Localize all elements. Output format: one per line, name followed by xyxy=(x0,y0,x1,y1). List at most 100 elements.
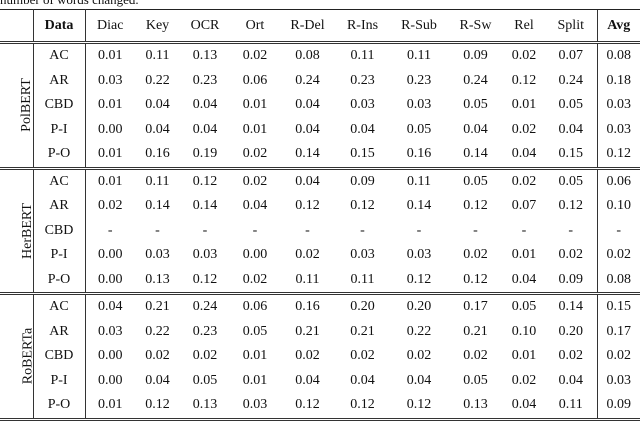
value-cell: 0.01 xyxy=(242,372,268,388)
dataset-label: P-O xyxy=(33,393,86,419)
value-cell: 0.03 xyxy=(98,72,123,88)
value-cell: 0.07 xyxy=(511,198,537,214)
data-row: P-O 0.01 0.16 0.19 0.02 0.14 0.15 0.16 0.14 0.04 0… xyxy=(0,142,640,168)
column-header: Key xyxy=(135,9,180,43)
data-row: P-O 0.00 0.13 0.12 0.02 0.11 0.11 0.12 0.12 0.04 0… xyxy=(0,267,640,294)
dataset-label: CBD xyxy=(33,218,86,243)
value-cell: 0.01 xyxy=(98,97,123,113)
model-group: RoBERTa AC 0.04 0.21 0.24 0.06 0.16 0.20 0.20 0.1… xyxy=(0,292,640,419)
dataset-label: CBD xyxy=(33,93,86,118)
value-cell: - xyxy=(202,222,208,238)
data-row: P-I 0.00 0.03 0.03 0.00 0.02 0.03 0.03 0.02 0.01 0… xyxy=(0,243,640,268)
value-cell: 0.04 xyxy=(192,97,218,113)
value-cell: 0.11 xyxy=(390,166,448,194)
data-row: P-I 0.00 0.04 0.05 0.01 0.04 0.04 0.04 0.05 0.02 0… xyxy=(0,368,640,393)
value-cell: 0.02 xyxy=(511,372,537,388)
value-cell: 0.11 xyxy=(295,271,320,287)
value-cell: 0.12 xyxy=(145,397,170,413)
value-cell: 0.04 xyxy=(558,372,584,388)
value-cell: 0.02 xyxy=(295,348,320,364)
value-cell: 0.00 xyxy=(98,348,123,364)
value-cell: 0.12 xyxy=(295,198,320,214)
value-cell: 0.21 xyxy=(463,323,488,339)
column-header: Data xyxy=(33,9,86,43)
value-cell: 0.09 xyxy=(558,271,584,287)
column-header: R-Ins xyxy=(335,9,390,43)
value-cell: - xyxy=(416,222,422,238)
value-cell: - xyxy=(596,218,640,243)
value-cell: 0.12 xyxy=(406,271,432,287)
column-header: Ort xyxy=(230,9,280,43)
value-cell: 0.09 xyxy=(335,166,390,194)
value-cell: 0.13 xyxy=(192,397,218,413)
value-cell: 0.09 xyxy=(448,41,503,69)
value-cell: 0.04 xyxy=(242,198,268,214)
dataset-label: P-O xyxy=(33,267,86,294)
value-cell: 0.03 xyxy=(406,247,432,263)
dataset-label: P-O xyxy=(33,142,86,168)
group-label: RoBERTa xyxy=(20,327,36,385)
group-label: PolBERT xyxy=(18,78,34,133)
value-cell: 0.14 xyxy=(463,146,488,162)
value-cell: 0.04 xyxy=(511,397,537,413)
value-cell: 0.03 xyxy=(145,247,170,263)
value-cell: 0.14 xyxy=(295,146,320,162)
value-cell: 0.17 xyxy=(596,319,640,344)
dataset-label: P-I xyxy=(33,368,86,393)
value-cell: 0.02 xyxy=(242,146,268,162)
data-row: AR 0.03 0.22 0.23 0.05 0.21 0.21 0.22 0.21 0.10 0.… xyxy=(0,319,640,344)
dataset-label: P-I xyxy=(33,243,86,268)
value-cell: 0.11 xyxy=(335,41,390,69)
value-cell: 0.00 xyxy=(98,247,123,263)
value-cell: 0.00 xyxy=(242,247,268,263)
column-header: R-Sub xyxy=(390,9,448,43)
group-cell: RoBERTa xyxy=(0,292,36,419)
data-row: P-I 0.00 0.04 0.04 0.01 0.04 0.04 0.05 0.04 0.02 0… xyxy=(0,117,640,142)
column-header: Split xyxy=(545,9,597,43)
value-cell: 0.21 xyxy=(135,292,180,320)
value-cell: - xyxy=(360,222,365,238)
value-cell: 0.12 xyxy=(180,166,230,194)
data-row: AR 0.02 0.14 0.14 0.04 0.12 0.12 0.14 0.12 0.07 0.… xyxy=(0,194,640,219)
value-cell: 0.04 xyxy=(85,292,135,320)
value-cell: 0.24 xyxy=(558,72,584,88)
value-cell: 0.04 xyxy=(511,271,537,287)
column-header: Avg xyxy=(596,9,640,43)
value-cell: 0.14 xyxy=(545,292,597,320)
dataset-label: AC xyxy=(33,41,86,69)
value-cell: - xyxy=(252,222,258,238)
caption: number of words changed. xyxy=(0,0,139,8)
value-cell: 0.06 xyxy=(230,292,280,320)
value-cell: 0.01 xyxy=(242,121,268,137)
dataset-label: AR xyxy=(33,68,86,93)
value-cell: 0.02 xyxy=(192,348,218,364)
value-cell: 0.06 xyxy=(596,166,640,194)
value-cell: 0.04 xyxy=(192,121,218,137)
group-label: HerBERT xyxy=(19,202,35,259)
results-table: Data Diac Key OCR Ort R-Del R-Ins R-Sub R-Sw Rel S… xyxy=(0,9,640,421)
data-row: CBD - - - - - - - - - - - xyxy=(0,218,640,243)
value-cell: - xyxy=(305,222,310,238)
data-row: PolBERT AC 0.01 0.11 0.13 0.02 0.08 0.11 0.11 0.0… xyxy=(0,41,640,168)
value-cell: 0.24 xyxy=(180,292,230,320)
value-cell: 0.12 xyxy=(596,142,640,168)
column-header: R-Sw xyxy=(448,9,503,43)
value-cell: 0.18 xyxy=(596,68,640,93)
value-cell: 0.05 xyxy=(558,97,584,113)
data-row: P-O 0.01 0.12 0.13 0.03 0.12 0.12 0.12 0.13 0.04 0… xyxy=(0,393,640,419)
value-cell: 0.01 xyxy=(242,97,268,113)
value-cell: 0.03 xyxy=(406,97,432,113)
value-cell: 0.11 xyxy=(135,41,180,69)
value-cell: 0.12 xyxy=(350,198,375,214)
value-cell: 0.15 xyxy=(350,146,375,162)
value-cell: 0.08 xyxy=(596,267,640,294)
data-row: HerBERT AC 0.01 0.11 0.12 0.02 0.04 0.09 0.11 0.0… xyxy=(0,166,640,294)
value-cell: 0.04 xyxy=(295,121,320,137)
value-cell: 0.22 xyxy=(406,323,432,339)
value-cell: 0.06 xyxy=(242,72,268,88)
value-cell: 0.12 xyxy=(463,198,488,214)
value-cell: 0.01 xyxy=(85,166,135,194)
value-cell: 0.00 xyxy=(98,121,123,137)
value-cell: 0.02 xyxy=(230,41,280,69)
